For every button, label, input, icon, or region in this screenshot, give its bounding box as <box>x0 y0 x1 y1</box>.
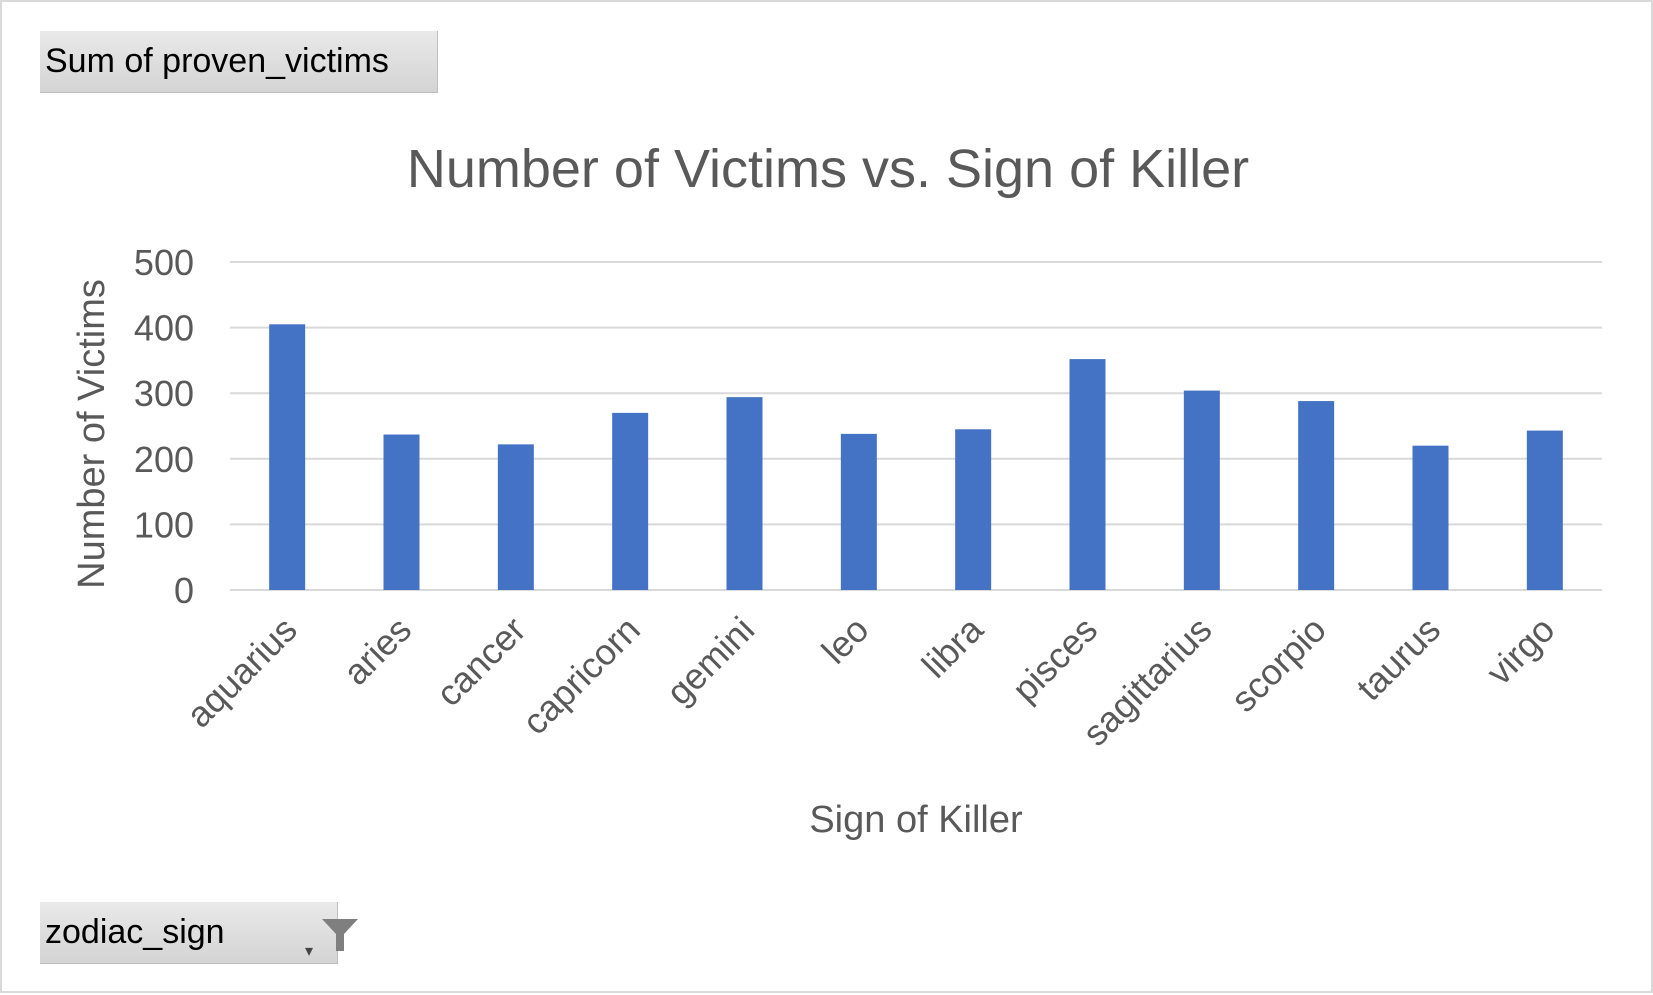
x-tick-label-aries: aries <box>335 609 419 693</box>
y-tick-label: 0 <box>174 570 194 611</box>
bar-pisces[interactable] <box>1069 359 1106 590</box>
y-tick-label: 300 <box>134 373 194 414</box>
y-tick-label: 500 <box>134 242 194 283</box>
bar-cancer[interactable] <box>497 444 534 590</box>
x-tick-label-libra: libra <box>914 608 992 686</box>
filter-funnel-icon[interactable] <box>320 915 360 955</box>
x-tick-label-taurus: taurus <box>1348 609 1448 709</box>
values-field-label: Sum of proven_victims <box>45 42 389 80</box>
gridlines <box>230 261 1602 591</box>
y-axis-title: Number of Victims <box>71 279 113 589</box>
x-tick-label-pisces: pisces <box>1004 609 1105 710</box>
x-tick-label-scorpio: scorpio <box>1223 609 1334 720</box>
bar-libra[interactable] <box>955 429 992 590</box>
axis-field-label: zodiac_sign <box>45 913 225 951</box>
x-tick-label-virgo: virgo <box>1478 609 1562 693</box>
y-axis-tick-labels: 0 100 200 300 400 500 <box>134 242 194 611</box>
bar-capricorn[interactable] <box>612 412 649 590</box>
x-tick-label-cancer: cancer <box>428 609 533 714</box>
bar-leo[interactable] <box>840 433 877 590</box>
bar-taurus[interactable] <box>1412 445 1449 590</box>
x-axis-title: Sign of Killer <box>809 799 1023 841</box>
bar-virgo[interactable] <box>1526 430 1563 590</box>
x-tick-label-leo: leo <box>814 609 877 672</box>
x-tick-label-aquarius: aquarius <box>178 609 305 736</box>
bar-sagittarius[interactable] <box>1183 390 1220 590</box>
bars <box>269 324 1563 590</box>
dropdown-arrow-icon[interactable]: ▾ <box>305 943 314 960</box>
x-tick-label-gemini: gemini <box>658 609 762 713</box>
x-tick-label-capricorn: capricorn <box>514 609 648 743</box>
y-tick-label: 400 <box>134 308 194 349</box>
bar-gemini[interactable] <box>726 397 763 590</box>
y-tick-label: 100 <box>134 504 194 545</box>
bar-aquarius[interactable] <box>269 324 306 590</box>
bar-scorpio[interactable] <box>1298 401 1335 590</box>
axis-field-button[interactable]: zodiac_sign ▾ <box>40 902 358 964</box>
bar-aries[interactable] <box>383 434 420 590</box>
chart-title: Number of Victims vs. Sign of Killer <box>407 139 1249 199</box>
y-tick-label: 200 <box>134 439 194 480</box>
values-field-button[interactable]: Sum of proven_victims <box>40 31 438 93</box>
